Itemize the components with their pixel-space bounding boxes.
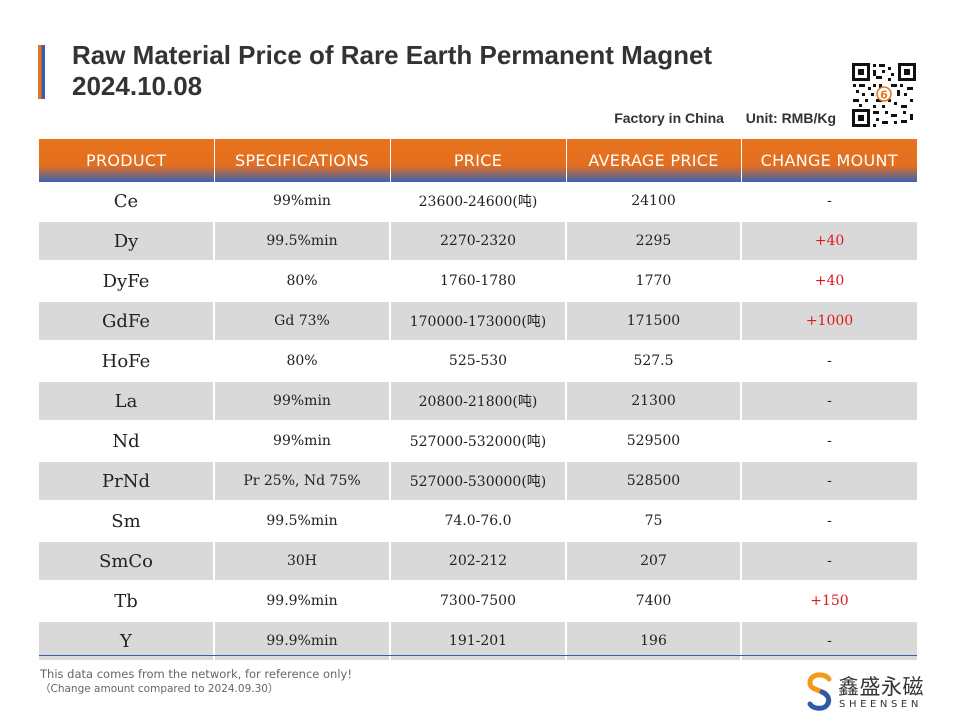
cell-price: 1760-1780 [390, 261, 567, 302]
cell-price: 525-530 [390, 341, 567, 382]
cell-product: SmCo [39, 541, 215, 582]
cell-spec: 99.5%min [214, 501, 391, 542]
cell-spec: 80% [214, 341, 391, 382]
cell-product: La [39, 381, 215, 422]
logo-chinese-name: 鑫盛永磁 [838, 675, 924, 699]
cell-product: DyFe [39, 261, 215, 302]
cell-product: HoFe [39, 341, 215, 382]
column-header-price: PRICE [390, 139, 567, 182]
cell-average: 527.5 [566, 341, 742, 382]
title-accent-bar [38, 45, 45, 99]
column-header-change-mount: CHANGE MOUNT [741, 139, 917, 182]
cell-product: Nd [39, 421, 215, 462]
cell-average: 7400 [566, 581, 742, 622]
table-row: Ce 99%min 23600-24600(吨) 24100 - [39, 182, 917, 222]
table-row: Tb 99.9%min 7300-7500 7400 +150 [39, 581, 917, 622]
table-bottom-rule [39, 655, 917, 656]
cell-change: +40 [741, 261, 917, 302]
cell-average: 528500 [566, 461, 742, 502]
disclaimer-text: This data comes from the network, for re… [40, 667, 352, 681]
location-label: Factory in China [614, 110, 724, 126]
cell-change: - [741, 341, 917, 382]
cell-product: Dy [39, 221, 215, 262]
cell-spec: 99.9%min [214, 581, 391, 622]
table-row: PrNd Pr 25%, Nd 75% 527000-530000(吨) 528… [39, 461, 917, 502]
cell-price: 23600-24600(吨) [390, 182, 567, 222]
cell-price: 20800-21800(吨) [390, 381, 567, 422]
table-row: SmCo 30H 202-212 207 - [39, 541, 917, 582]
cell-product: GdFe [39, 301, 215, 342]
comparison-note: （Change amount compared to 2024.09.30） [40, 683, 279, 695]
qr-badge-number: 6 [880, 89, 888, 102]
table-row: Sm 99.5%min 74.0-76.0 75 - [39, 501, 917, 542]
cell-change: - [741, 501, 917, 542]
footer-note: This data comes from the network, for re… [40, 667, 352, 697]
cell-change: - [741, 541, 917, 582]
cell-price: 527000-530000(吨) [390, 461, 567, 502]
cell-spec: 99.5%min [214, 221, 391, 262]
cell-price: 170000-173000(吨) [390, 301, 567, 342]
cell-product: Ce [39, 182, 215, 222]
title-line-1: Raw Material Price of Rare Earth Permane… [72, 40, 713, 70]
cell-change: - [741, 182, 917, 222]
cell-spec: 99%min [214, 421, 391, 462]
cell-change: - [741, 461, 917, 502]
cell-average: 2295 [566, 221, 742, 262]
table-row: Nd 99%min 527000-532000(吨) 529500 - [39, 421, 917, 462]
table-row: La 99%min 20800-21800(吨) 21300 - [39, 381, 917, 422]
cell-average: 24100 [566, 182, 742, 222]
cell-price: 527000-532000(吨) [390, 421, 567, 462]
cell-average: 75 [566, 501, 742, 542]
sheensen-logo-icon [807, 672, 832, 711]
cell-spec: Pr 25%, Nd 75% [214, 461, 391, 502]
column-header-product: PRODUCT [39, 139, 215, 182]
cell-change: +150 [741, 581, 917, 622]
company-logo: 鑫盛永磁 SHEENSEN [805, 671, 925, 715]
price-table-container: PRODUCT SPECIFICATIONS PRICE AVERAGE PRI… [39, 139, 917, 662]
cell-product: Sm [39, 501, 215, 542]
cell-change: +40 [741, 221, 917, 262]
cell-change: - [741, 421, 917, 462]
table-row: GdFe Gd 73% 170000-173000(吨) 171500 +100… [39, 301, 917, 342]
title-date: 2024.10.08 [72, 71, 203, 101]
qr-code-icon: 6 [851, 62, 917, 128]
column-header-specifications: SPECIFICATIONS [214, 139, 391, 182]
cell-product: Tb [39, 581, 215, 622]
table-header-row: PRODUCT SPECIFICATIONS PRICE AVERAGE PRI… [39, 139, 917, 182]
cell-average: 171500 [566, 301, 742, 342]
meta-info: Factory in China Unit: RMB/Kg [614, 110, 836, 126]
cell-change: - [741, 381, 917, 422]
cell-average: 1770 [566, 261, 742, 302]
table-row: DyFe 80% 1760-1780 1770 +40 [39, 261, 917, 302]
price-table: PRODUCT SPECIFICATIONS PRICE AVERAGE PRI… [39, 139, 917, 662]
table-row: Dy 99.5%min 2270-2320 2295 +40 [39, 221, 917, 262]
cell-spec: 80% [214, 261, 391, 302]
table-row: HoFe 80% 525-530 527.5 - [39, 341, 917, 382]
cell-spec: 30H [214, 541, 391, 582]
cell-average: 21300 [566, 381, 742, 422]
cell-spec: 99%min [214, 381, 391, 422]
cell-product: PrNd [39, 461, 215, 502]
cell-price: 7300-7500 [390, 581, 567, 622]
cell-spec: Gd 73% [214, 301, 391, 342]
cell-price: 74.0-76.0 [390, 501, 567, 542]
cell-spec: 99%min [214, 182, 391, 222]
cell-price: 2270-2320 [390, 221, 567, 262]
cell-change: +1000 [741, 301, 917, 342]
cell-average: 529500 [566, 421, 742, 462]
unit-label: Unit: RMB/Kg [745, 110, 836, 126]
logo-english-name: SHEENSEN [839, 699, 922, 710]
cell-price: 202-212 [390, 541, 567, 582]
cell-average: 207 [566, 541, 742, 582]
column-header-average-price: AVERAGE PRICE [566, 139, 742, 182]
page-title: Raw Material Price of Rare Earth Permane… [72, 40, 832, 102]
